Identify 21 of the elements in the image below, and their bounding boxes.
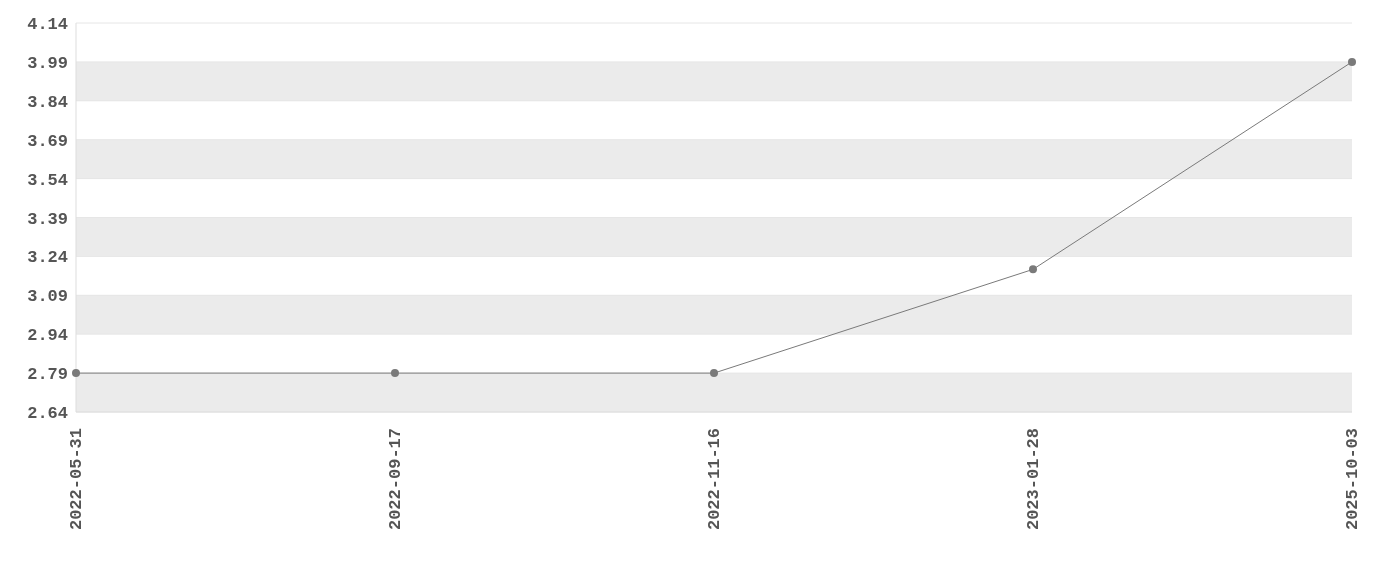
y-tick-label: 4.14	[27, 15, 68, 35]
point	[1029, 265, 1037, 274]
y-tick-label: 3.54	[27, 170, 68, 190]
y-tick-label: 2.64	[27, 404, 68, 424]
x-tick-label: 2022-09-17	[385, 428, 405, 531]
y-tick-label: 3.24	[27, 248, 68, 268]
y-tick-label: 3.69	[27, 131, 68, 151]
y-tick-label: 2.94	[27, 326, 68, 346]
x-tick-label: 2022-11-16	[704, 428, 724, 531]
point	[391, 369, 399, 378]
y-tick-label: 2.79	[27, 365, 68, 385]
y-tick-label: 3.39	[27, 209, 68, 229]
x-tick-label: 2025-10-03	[1342, 428, 1362, 531]
x-tick-label: 2023-01-28	[1023, 428, 1043, 531]
y-tick-label: 3.99	[27, 53, 68, 73]
point	[710, 369, 718, 378]
y-tick-label: 3.09	[27, 287, 68, 307]
point	[72, 369, 80, 378]
x-tick-label: 2022-05-31	[66, 428, 86, 531]
point	[1348, 57, 1356, 66]
y-tick-label: 3.84	[27, 92, 68, 112]
